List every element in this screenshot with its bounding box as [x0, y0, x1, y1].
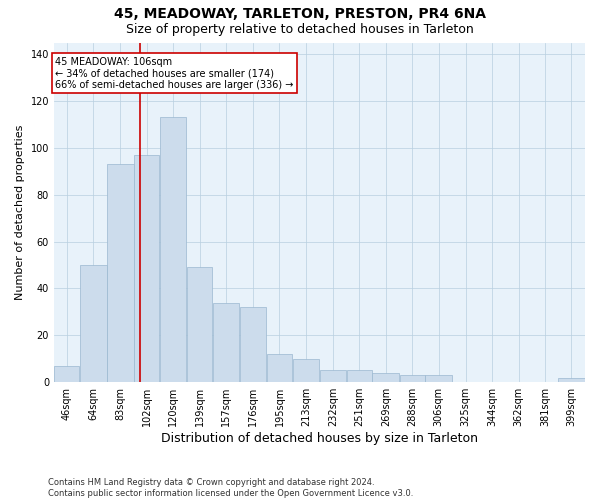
Bar: [54, 366, 79, 382]
Bar: [347, 370, 372, 382]
Bar: [267, 354, 292, 382]
Bar: [134, 155, 160, 382]
Bar: [80, 265, 107, 382]
Bar: [373, 373, 399, 382]
Text: 45 MEADOWAY: 106sqm
← 34% of detached houses are smaller (174)
66% of semi-detac: 45 MEADOWAY: 106sqm ← 34% of detached ho…: [55, 56, 294, 90]
Bar: [160, 118, 187, 382]
Bar: [558, 378, 585, 382]
Bar: [240, 307, 266, 382]
Bar: [293, 359, 319, 382]
Text: 45, MEADOWAY, TARLETON, PRESTON, PR4 6NA: 45, MEADOWAY, TARLETON, PRESTON, PR4 6NA: [114, 8, 486, 22]
Bar: [212, 302, 239, 382]
Text: Size of property relative to detached houses in Tarleton: Size of property relative to detached ho…: [126, 22, 474, 36]
Bar: [107, 164, 134, 382]
Y-axis label: Number of detached properties: Number of detached properties: [15, 124, 25, 300]
Bar: [400, 375, 425, 382]
Text: Contains HM Land Registry data © Crown copyright and database right 2024.
Contai: Contains HM Land Registry data © Crown c…: [48, 478, 413, 498]
X-axis label: Distribution of detached houses by size in Tarleton: Distribution of detached houses by size …: [161, 432, 478, 445]
Bar: [187, 268, 212, 382]
Bar: [425, 375, 452, 382]
Bar: [320, 370, 346, 382]
